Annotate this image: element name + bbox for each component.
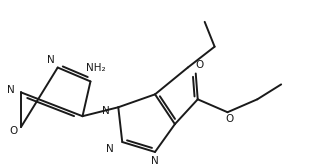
Text: N: N: [47, 55, 55, 65]
Text: O: O: [9, 126, 17, 136]
Text: N: N: [107, 144, 114, 154]
Text: O: O: [196, 60, 204, 69]
Text: O: O: [225, 114, 234, 124]
Text: N: N: [7, 85, 15, 95]
Text: N: N: [102, 106, 110, 116]
Text: NH₂: NH₂: [87, 62, 106, 72]
Text: N: N: [151, 156, 159, 166]
